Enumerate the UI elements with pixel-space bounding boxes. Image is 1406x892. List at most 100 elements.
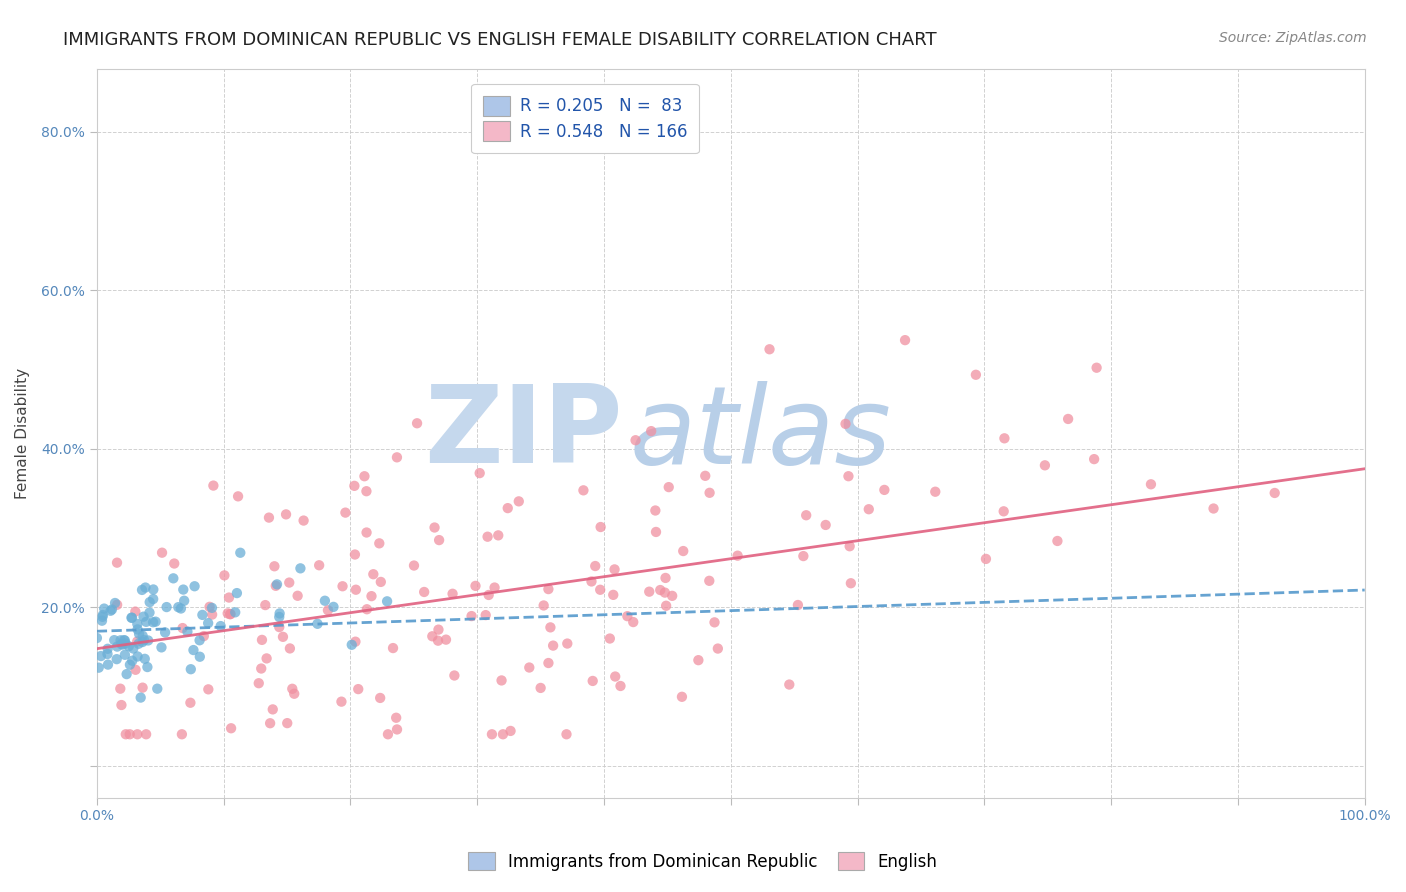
Point bbox=[873, 483, 896, 497]
Point bbox=[201, 600, 224, 615]
Point bbox=[645, 524, 668, 539]
Point bbox=[264, 579, 287, 593]
Point bbox=[555, 636, 578, 650]
Point bbox=[250, 661, 273, 675]
Point bbox=[179, 696, 201, 710]
Point bbox=[654, 585, 676, 599]
Point bbox=[110, 698, 132, 712]
Point bbox=[217, 607, 239, 621]
Point bbox=[353, 469, 375, 483]
Point bbox=[271, 630, 294, 644]
Point bbox=[170, 601, 193, 615]
Point bbox=[254, 598, 277, 612]
Point bbox=[131, 635, 153, 649]
Point bbox=[124, 605, 146, 619]
Point bbox=[224, 605, 246, 619]
Legend: Immigrants from Dominican Republic, English: Immigrants from Dominican Republic, Engl… bbox=[460, 844, 946, 880]
Point bbox=[385, 723, 408, 737]
Point bbox=[427, 533, 450, 547]
Point bbox=[188, 633, 211, 648]
Point bbox=[131, 681, 153, 695]
Point bbox=[385, 450, 408, 465]
Point bbox=[127, 616, 149, 631]
Point bbox=[640, 424, 662, 438]
Point bbox=[654, 571, 676, 585]
Point bbox=[778, 677, 800, 691]
Point bbox=[655, 599, 678, 613]
Point bbox=[127, 649, 149, 664]
Point bbox=[135, 615, 157, 629]
Point bbox=[481, 727, 503, 741]
Point bbox=[110, 637, 132, 651]
Point bbox=[269, 607, 291, 621]
Point bbox=[135, 727, 157, 741]
Point bbox=[96, 647, 118, 661]
Point bbox=[370, 574, 392, 589]
Point bbox=[281, 681, 304, 696]
Point bbox=[330, 695, 353, 709]
Point bbox=[356, 525, 378, 540]
Point bbox=[672, 544, 695, 558]
Point bbox=[572, 483, 595, 498]
Point bbox=[441, 587, 464, 601]
Point bbox=[508, 494, 530, 508]
Point bbox=[91, 614, 114, 628]
Point bbox=[183, 643, 205, 657]
Point bbox=[332, 579, 354, 593]
Point bbox=[111, 638, 134, 652]
Point bbox=[105, 556, 128, 570]
Point bbox=[134, 652, 156, 666]
Point bbox=[259, 716, 281, 731]
Point bbox=[193, 629, 215, 643]
Point bbox=[1264, 486, 1286, 500]
Point bbox=[1046, 533, 1069, 548]
Text: IMMIGRANTS FROM DOMINICAN REPUBLIC VS ENGLISH FEMALE DISABILITY CORRELATION CHAR: IMMIGRANTS FROM DOMINICAN REPUBLIC VS EN… bbox=[63, 31, 936, 49]
Point bbox=[703, 615, 725, 630]
Point bbox=[478, 588, 501, 602]
Point bbox=[145, 615, 167, 629]
Point bbox=[671, 690, 693, 704]
Point bbox=[688, 653, 710, 667]
Point bbox=[198, 599, 221, 614]
Point bbox=[1140, 477, 1163, 491]
Point bbox=[90, 648, 112, 663]
Point bbox=[218, 591, 240, 605]
Point bbox=[993, 431, 1015, 445]
Point bbox=[136, 633, 159, 648]
Point bbox=[100, 604, 122, 618]
Point bbox=[105, 640, 128, 654]
Point bbox=[658, 480, 681, 494]
Point bbox=[792, 549, 814, 563]
Point bbox=[146, 681, 169, 696]
Point bbox=[120, 611, 142, 625]
Point bbox=[247, 676, 270, 690]
Point bbox=[621, 615, 644, 629]
Point bbox=[173, 593, 195, 607]
Point bbox=[650, 582, 672, 597]
Point bbox=[537, 656, 560, 670]
Point bbox=[93, 601, 115, 615]
Point bbox=[103, 633, 125, 648]
Point bbox=[486, 528, 509, 542]
Point bbox=[142, 592, 165, 607]
Point bbox=[460, 609, 482, 624]
Point bbox=[229, 546, 252, 560]
Point bbox=[638, 584, 661, 599]
Point bbox=[464, 579, 486, 593]
Point bbox=[276, 716, 298, 731]
Point bbox=[1057, 412, 1080, 426]
Point bbox=[616, 609, 638, 624]
Point bbox=[118, 639, 141, 653]
Point bbox=[138, 595, 160, 609]
Point bbox=[477, 530, 499, 544]
Point bbox=[343, 548, 366, 562]
Point bbox=[114, 727, 136, 741]
Point bbox=[104, 596, 127, 610]
Point bbox=[87, 661, 110, 675]
Point bbox=[122, 641, 145, 656]
Point bbox=[1033, 458, 1056, 473]
Point bbox=[91, 609, 114, 624]
Point bbox=[894, 333, 917, 347]
Point bbox=[287, 589, 309, 603]
Point bbox=[582, 673, 605, 688]
